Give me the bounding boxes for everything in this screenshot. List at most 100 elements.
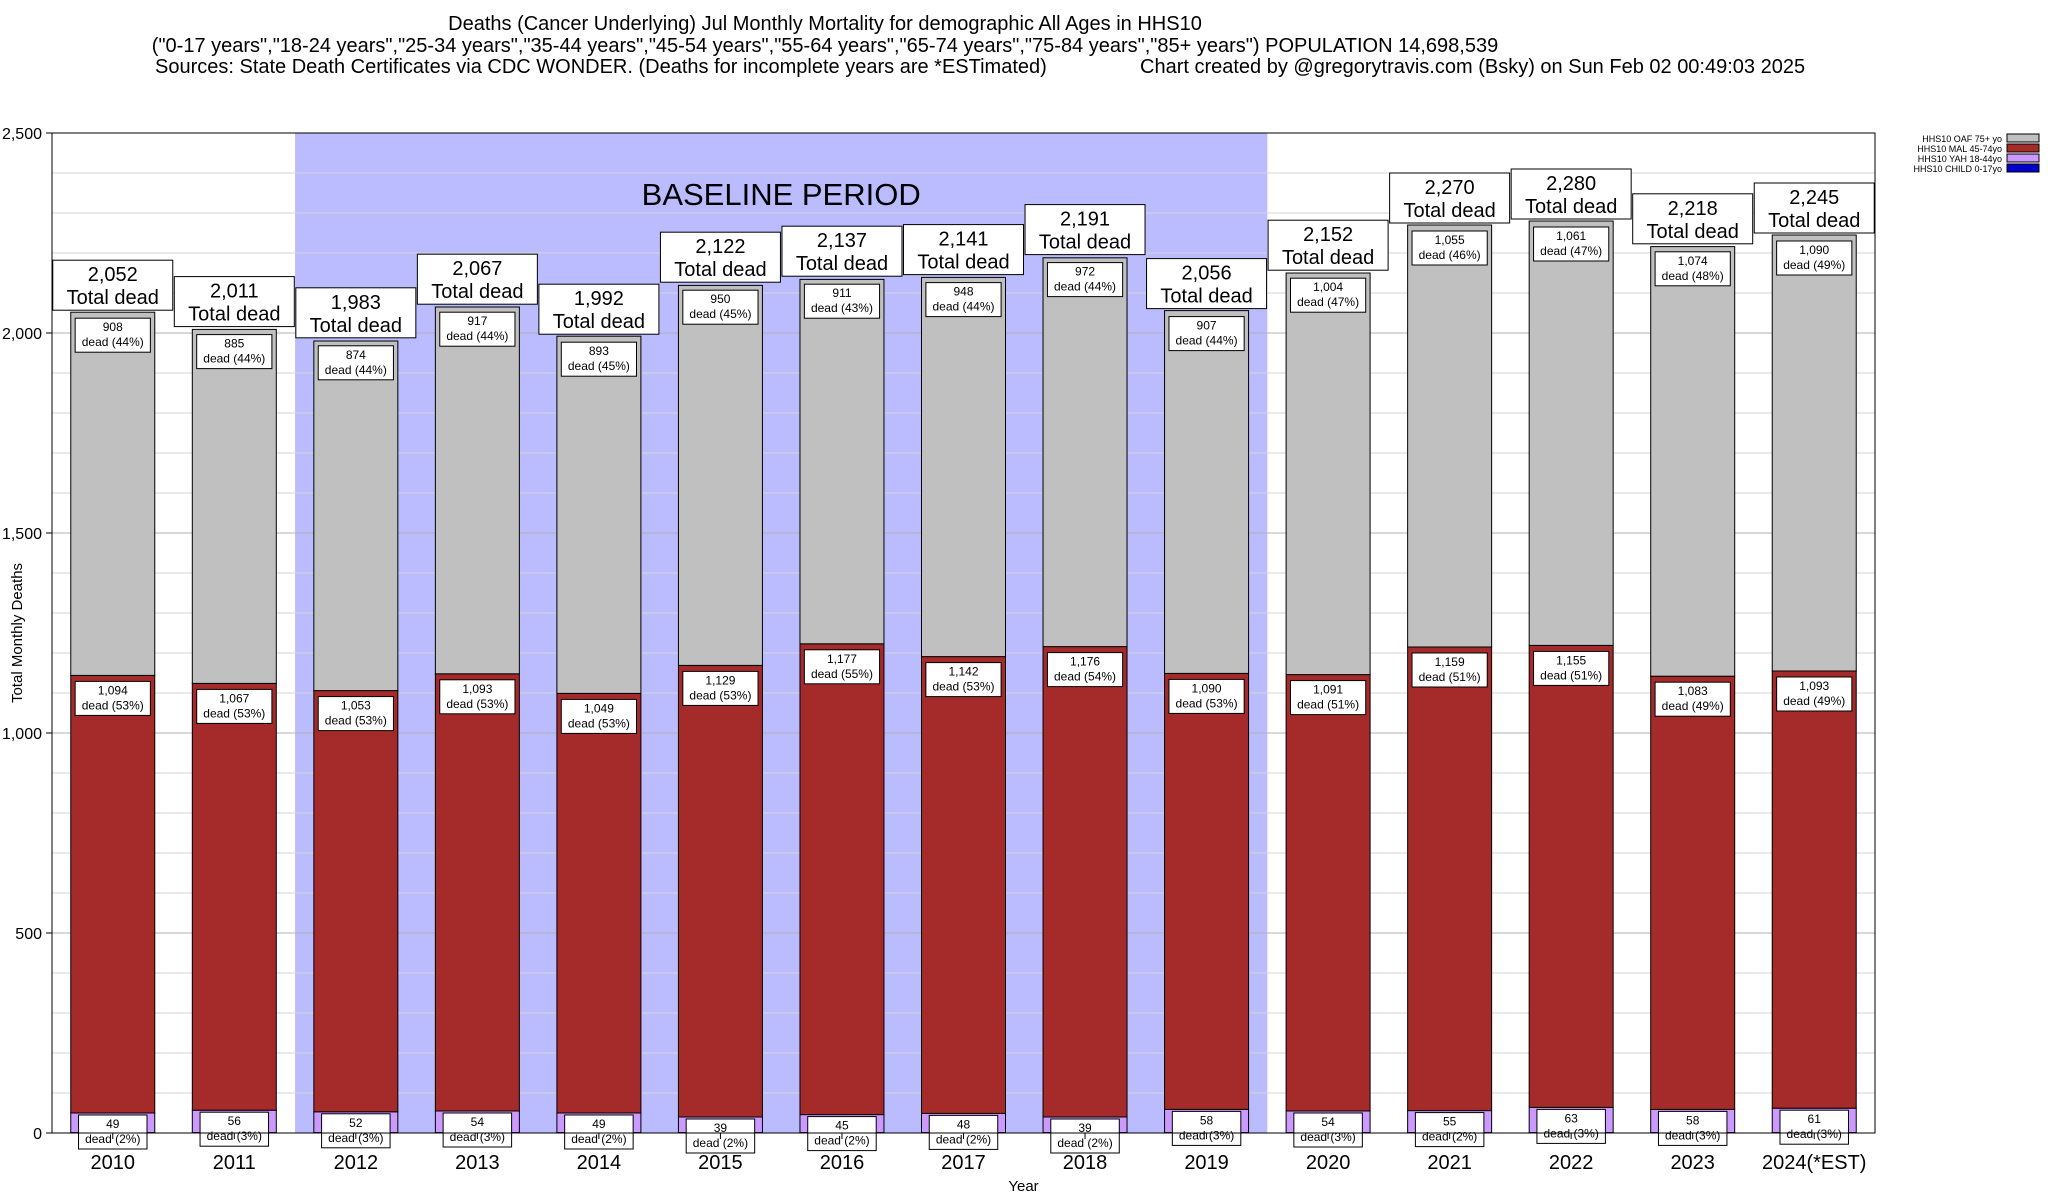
oaf-data-label: dead (48%): [1662, 269, 1724, 283]
oaf-data-label: 972: [1075, 265, 1095, 279]
mal-data-label: 1,093: [1799, 679, 1829, 693]
mal-data-label: 1,155: [1556, 653, 1586, 667]
oaf-data-label: 948: [953, 285, 973, 299]
bar-segment-oaf: [1285, 272, 1371, 676]
total-data-label: 2,245: [1789, 187, 1839, 209]
mal-data-label-box: [1411, 652, 1488, 688]
mal-data-label: 1,090: [1192, 681, 1222, 695]
mal-data-label: 1,142: [948, 665, 978, 679]
oaf-data-label-box: [439, 311, 516, 347]
total-data-label: 2,067: [452, 258, 502, 280]
total-data-label: 2,056: [1182, 263, 1232, 285]
oaf-data-label: dead (44%): [325, 363, 387, 377]
chart-credit: Chart created by @gregorytravis.com (Bsk…: [1140, 56, 1806, 78]
mal-data-label: dead (53%): [1176, 696, 1238, 710]
yah-data-label: dead (2%): [693, 1136, 748, 1150]
total-data-label-box: [538, 283, 660, 335]
yah-data-label-box: [442, 1112, 513, 1148]
x-tick-label: 2018: [1063, 1152, 1108, 1174]
total-data-label-box: [1146, 258, 1268, 310]
total-data-label: 2,218: [1668, 198, 1718, 220]
bar-segment-oaf: [1164, 310, 1250, 674]
total-data-label-box: [659, 231, 781, 283]
yah-data-label: 54: [471, 1115, 485, 1129]
total-data-label: 1,983: [331, 292, 381, 314]
total-data-label: Total dead: [917, 252, 1009, 274]
yah-data-label: 48: [957, 1117, 971, 1131]
mal-data-label-box: [1046, 652, 1124, 688]
legend-label: HHS10 CHILD 0-17yo: [1913, 164, 2002, 174]
oaf-data-label: 908: [103, 320, 123, 334]
oaf-data-label: 893: [589, 344, 609, 358]
bar-segment-oaf: [1042, 257, 1128, 648]
total-data-label-box: [295, 287, 417, 339]
yah-data-label: 61: [1808, 1112, 1822, 1126]
mal-data-label: dead (53%): [568, 716, 630, 730]
plot-frame: [51, 132, 1876, 1134]
legend-label: HHS10 YAH 18-44yo: [1918, 154, 2002, 164]
total-data-label: Total dead: [188, 304, 280, 326]
bar-segment-oaf: [1528, 220, 1614, 646]
y-tick-label: 1,000: [2, 726, 42, 743]
bar-segment-mal: [556, 692, 642, 1114]
yah-data-label-box: [1414, 1112, 1485, 1148]
legend-swatch: [2006, 143, 2040, 153]
oaf-data-label: dead (46%): [1419, 248, 1481, 262]
bar-segment-mal: [1528, 644, 1614, 1108]
x-tick-label: 2014: [577, 1152, 622, 1174]
mal-data-label-box: [439, 679, 516, 715]
mal-data-label-box: [1654, 681, 1731, 717]
oaf-data-label: 1,061: [1556, 229, 1586, 243]
mal-data-label: 1,053: [341, 699, 371, 713]
bar-segment-mal: [799, 643, 885, 1116]
yah-data-label-box: [1293, 1112, 1363, 1148]
x-tick-label: 2022: [1549, 1152, 1594, 1174]
mal-data-label-box: [74, 680, 151, 716]
yah-data-label: 45: [835, 1119, 849, 1133]
x-tick-label: 2010: [91, 1152, 136, 1174]
total-data-label-box: [1753, 182, 1875, 234]
mal-data-label: dead (51%): [1419, 670, 1481, 684]
chart-sources: Sources: State Death Certificates via CD…: [155, 56, 1047, 78]
total-data-label-box: [1267, 219, 1389, 271]
chart-subtitle: ("0-17 years","18-24 years","25-34 years…: [151, 35, 1499, 57]
total-data-label: Total dead: [1039, 232, 1131, 254]
total-data-label: 2,270: [1425, 177, 1475, 199]
bar-segment-mal: [1164, 672, 1250, 1110]
total-data-label: Total dead: [1525, 196, 1617, 218]
total-data-label: Total dead: [553, 311, 645, 333]
yah-data-label-box: [1171, 1110, 1242, 1146]
total-data-label-box: [173, 276, 295, 328]
bar-segment-mal: [1042, 646, 1128, 1118]
yah-data-label-box: [199, 1111, 270, 1147]
x-tick-label: 2011: [213, 1152, 256, 1174]
yah-data-label: 63: [1564, 1111, 1578, 1125]
mal-data-label: dead (53%): [689, 688, 751, 702]
mal-data-label-box: [1290, 680, 1367, 716]
bar-segment-oaf: [313, 340, 399, 692]
total-data-label: 2,141: [938, 229, 988, 251]
yah-data-label: 49: [106, 1117, 120, 1131]
mal-data-label: dead (51%): [1540, 668, 1602, 682]
mal-data-label: 1,176: [1070, 655, 1100, 669]
yah-data-label-box: [564, 1114, 634, 1150]
bar-segment-mal: [677, 664, 763, 1118]
mal-data-label-box: [925, 662, 1002, 698]
oaf-data-label-box: [682, 289, 759, 325]
oaf-data-label: 1,055: [1435, 233, 1465, 247]
total-data-label: 2,137: [817, 230, 867, 252]
oaf-data-label: dead (44%): [1054, 280, 1116, 294]
total-data-label: 2,122: [695, 236, 745, 258]
bar-segment-oaf: [191, 328, 277, 684]
bar-segment-oaf: [70, 311, 156, 676]
mal-data-label: dead (53%): [932, 680, 994, 694]
legend-swatch: [2006, 133, 2040, 143]
oaf-data-label-box: [1776, 240, 1853, 276]
total-data-label: Total dead: [1647, 221, 1739, 243]
total-data-label: 1,992: [574, 288, 624, 310]
mal-data-label: 1,094: [98, 683, 128, 697]
bar-segment-oaf: [799, 278, 885, 645]
oaf-data-label-box: [74, 317, 151, 353]
y-tick-label: 1,500: [2, 526, 42, 543]
